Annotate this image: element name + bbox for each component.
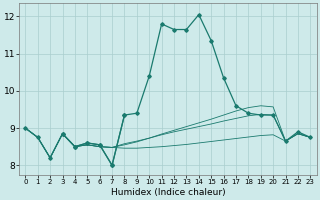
X-axis label: Humidex (Indice chaleur): Humidex (Indice chaleur) [110, 188, 225, 197]
